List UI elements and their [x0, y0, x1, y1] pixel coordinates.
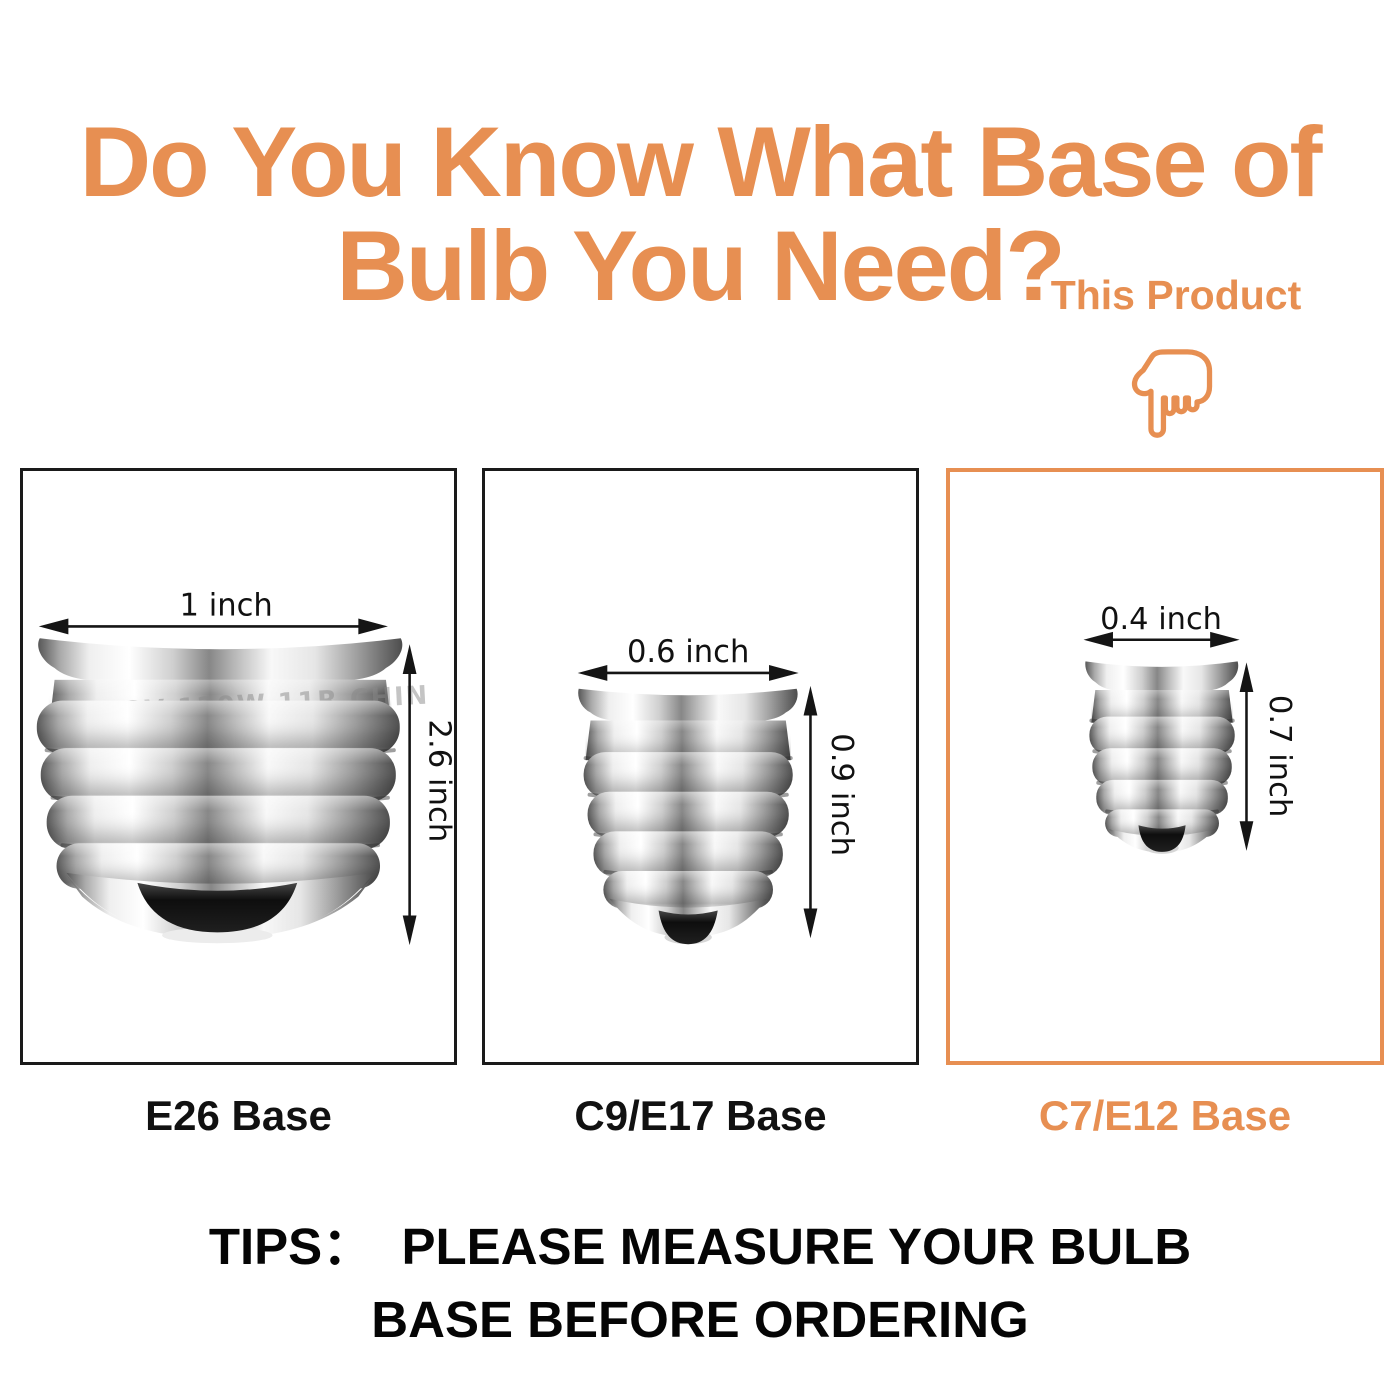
height-dimension: 0.9 inch	[803, 685, 859, 939]
width-dimension: 0.6 inch	[577, 635, 799, 681]
height-dimension: 0.7 inch	[1239, 662, 1297, 851]
bulb-c9-e17-illustration	[578, 688, 798, 945]
title-line-2: Bulb You Need?	[336, 210, 1065, 322]
base-label-e26: E26 Base	[145, 1092, 332, 1139]
bulb-e26-illustration: 3V 120W 11R CHIN	[36, 638, 430, 944]
c7-e12-figure: 0.4 inch	[1083, 602, 1297, 854]
tips-text: TIPS： PLEASE MEASURE YOUR BULB BASE BEFO…	[0, 1210, 1400, 1357]
width-dimension-label: 1 inch	[180, 588, 273, 623]
base-label-c7-e12: C7/E12 Base	[1038, 1092, 1292, 1139]
height-dimension: 2.6 inch	[402, 644, 454, 946]
base-label-c9-e17: C9/E17 Base	[574, 1092, 827, 1139]
tips-line-1: TIPS： PLEASE MEASURE YOUR BULB	[208, 1218, 1192, 1275]
this-product-label: This Product	[1050, 272, 1302, 318]
panel-c9-e17: 0.6 inch	[482, 468, 919, 1065]
panel-e26: 1 inch 3V 120W 11R CHIN	[20, 468, 457, 1065]
panel-c7-e12-highlighted: 0.4 inch	[946, 468, 1384, 1065]
page-title: Do You Know What Base of Bulb You Need?	[0, 110, 1400, 318]
width-dimension: 0.4 inch	[1083, 602, 1240, 648]
e26-figure: 1 inch 3V 120W 11R CHIN	[36, 588, 454, 946]
width-dimension-label: 0.6 inch	[627, 635, 749, 670]
hand-pointing-down-icon	[1131, 349, 1213, 438]
width-dimension-label: 0.4 inch	[1100, 602, 1222, 637]
tips-line-2: BASE BEFORE ORDERING	[371, 1291, 1029, 1349]
height-dimension-label: 2.6 inch	[421, 719, 454, 842]
bulb-c7-e12-illustration	[1085, 661, 1239, 854]
height-dimension-label: 0.7 inch	[1262, 695, 1297, 817]
height-dimension-label: 0.9 inch	[824, 733, 859, 856]
c9-e17-figure: 0.6 inch	[577, 635, 859, 945]
title-line-1: Do You Know What Base of	[79, 106, 1323, 218]
width-dimension: 1 inch	[38, 588, 388, 635]
